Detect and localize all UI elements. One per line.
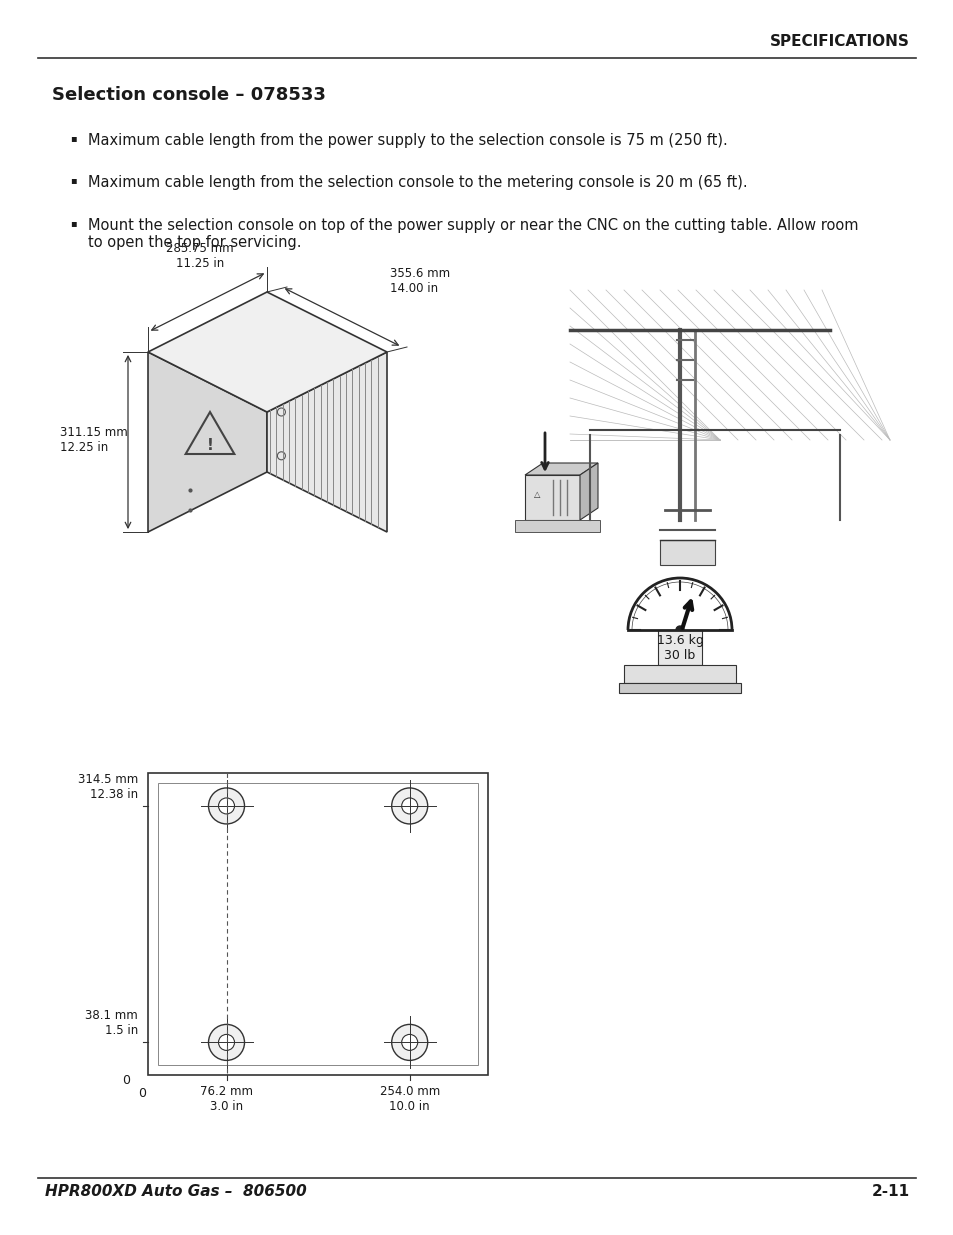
- Text: 76.2 mm
3.0 in: 76.2 mm 3.0 in: [200, 1086, 253, 1113]
- Text: Selection console – 078533: Selection console – 078533: [52, 86, 326, 104]
- Polygon shape: [524, 463, 598, 475]
- Bar: [658, 630, 701, 664]
- Text: HPR800XD Auto Gas –  806500: HPR800XD Auto Gas – 806500: [45, 1184, 307, 1199]
- Text: 38.1 mm
1.5 in: 38.1 mm 1.5 in: [85, 1009, 138, 1037]
- Polygon shape: [579, 463, 598, 520]
- Polygon shape: [148, 352, 267, 532]
- Polygon shape: [524, 475, 579, 520]
- Bar: [625, 630, 733, 687]
- Text: Mount the selection console on top of the power supply or near the CNC on the cu: Mount the selection console on top of th…: [88, 219, 858, 251]
- Polygon shape: [148, 291, 387, 412]
- Circle shape: [627, 578, 731, 682]
- Polygon shape: [267, 352, 387, 532]
- Text: 254.0 mm
10.0 in: 254.0 mm 10.0 in: [379, 1086, 439, 1113]
- Circle shape: [676, 626, 683, 634]
- Text: 285.75 mm
11.25 in: 285.75 mm 11.25 in: [166, 242, 233, 270]
- Text: !: !: [207, 437, 213, 452]
- Circle shape: [392, 788, 427, 824]
- Circle shape: [209, 1024, 244, 1061]
- Bar: [623, 664, 735, 683]
- Circle shape: [631, 582, 727, 678]
- Text: 2-11: 2-11: [871, 1184, 909, 1199]
- Text: 0: 0: [138, 1087, 146, 1100]
- Text: 355.6 mm
14.00 in: 355.6 mm 14.00 in: [390, 267, 450, 295]
- Text: ▪: ▪: [70, 175, 76, 185]
- Circle shape: [218, 1035, 234, 1051]
- Text: 314.5 mm
12.38 in: 314.5 mm 12.38 in: [77, 773, 138, 802]
- Text: SPECIFICATIONS: SPECIFICATIONS: [769, 35, 909, 49]
- Text: △: △: [533, 490, 539, 499]
- Bar: [659, 540, 714, 564]
- Text: 0: 0: [122, 1073, 130, 1087]
- Text: ▪: ▪: [70, 219, 76, 228]
- Circle shape: [401, 1035, 417, 1051]
- Bar: [618, 683, 740, 693]
- Circle shape: [392, 1024, 427, 1061]
- Text: ▪: ▪: [70, 133, 76, 143]
- Text: 311.15 mm
12.25 in: 311.15 mm 12.25 in: [60, 426, 128, 454]
- Text: 13.6 kg
30 lb: 13.6 kg 30 lb: [656, 634, 702, 662]
- Bar: [158, 783, 477, 1065]
- Bar: [148, 773, 488, 1074]
- Circle shape: [401, 798, 417, 814]
- Bar: [515, 520, 599, 532]
- Circle shape: [218, 798, 234, 814]
- Circle shape: [209, 788, 244, 824]
- Text: Maximum cable length from the power supply to the selection console is 75 m (250: Maximum cable length from the power supp…: [88, 133, 727, 148]
- Text: Maximum cable length from the selection console to the metering console is 20 m : Maximum cable length from the selection …: [88, 175, 747, 190]
